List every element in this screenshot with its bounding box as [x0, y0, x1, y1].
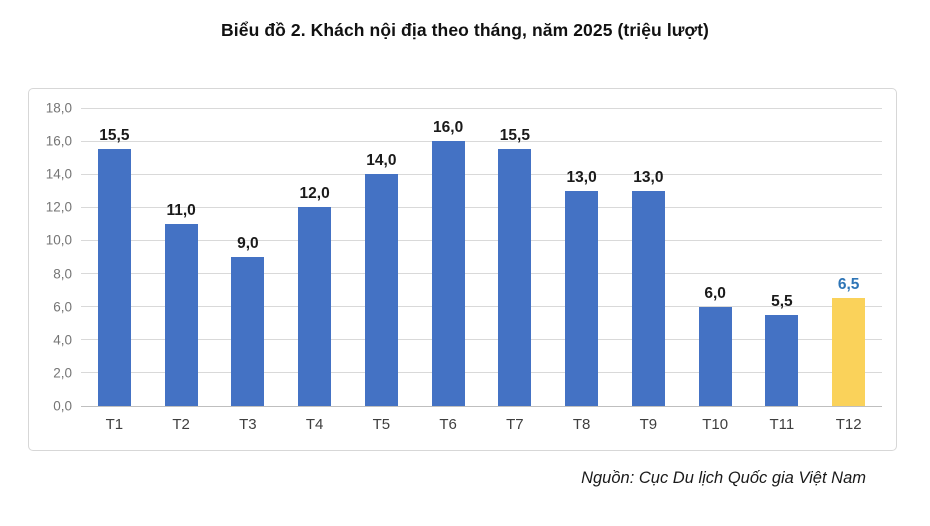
bar [565, 190, 599, 406]
bar-slot: 5,5 [749, 108, 816, 406]
gridline [81, 306, 882, 308]
bar [832, 298, 866, 406]
gridline [81, 140, 882, 142]
bars-layer: 15,5 11,0 9,0 12,0 14,0 16,0 15,5 13,0 13,0 6,0 5,… [81, 108, 882, 406]
chart-title: Biểu đồ 2. Khách nội địa theo tháng, năm… [221, 20, 709, 40]
bar [97, 149, 131, 406]
x-tick-label: T11 [769, 416, 795, 433]
bar-slot: 13,0 [615, 108, 682, 406]
x-axis-labels: T1 T2 T3 T4 T5 T6 T7 T8 T9 T10 T11 T12 [81, 416, 882, 433]
bar-value-label: 16,0 [433, 119, 464, 137]
bar-slot: 9,0 [215, 108, 282, 406]
x-tick-label: T1 [105, 416, 124, 433]
bar [698, 306, 732, 406]
x-tick-label: T5 [372, 416, 391, 433]
bar-value-label: 11,0 [166, 201, 196, 219]
bar-slot: 15,5 [81, 108, 148, 406]
bar-slot: 11,0 [148, 108, 215, 406]
x-axis-line [81, 405, 882, 407]
bar [231, 257, 265, 406]
x-tick-label: T8 [572, 416, 591, 433]
y-tick-label: 8,0 [53, 266, 72, 282]
bar-slot: 6,0 [682, 108, 749, 406]
bar-value-label: 5,5 [771, 292, 793, 310]
bar-value-label: 13,0 [566, 168, 597, 186]
y-tick-label: 6,0 [53, 299, 72, 315]
bar [364, 174, 398, 406]
x-tick-label: T7 [506, 416, 524, 433]
bar-slot: 6,5 [815, 108, 882, 406]
plot-area: 18,0 16,0 14,0 12,0 10,0 8,0 6,0 4,0 2,0 0,0 15,5… [46, 101, 882, 414]
y-tick-label: 18,0 [45, 100, 72, 116]
y-tick-label: 0,0 [53, 398, 72, 414]
gridline [81, 239, 882, 241]
bar-slot: 12,0 [281, 108, 348, 406]
bar [498, 149, 532, 406]
gridline [81, 372, 882, 374]
bar [431, 141, 465, 406]
source-note: Nguồn: Cục Du lịch Quốc gia Việt Nam [581, 469, 866, 487]
bar [765, 314, 799, 406]
bar-value-label: 13,0 [633, 168, 664, 186]
bar-value-label: 15,5 [499, 127, 530, 145]
bar-value-label: 15,5 [99, 127, 130, 145]
bar-slot: 13,0 [548, 108, 615, 406]
y-tick-label: 14,0 [45, 166, 72, 182]
x-tick-label: T6 [439, 416, 457, 433]
bar-slot: 16,0 [415, 108, 482, 406]
gridline [81, 273, 882, 275]
x-tick-label: T10 [702, 416, 729, 433]
gridline [81, 339, 882, 341]
x-tick-label: T3 [239, 416, 257, 433]
y-tick-label: 4,0 [53, 332, 72, 348]
bar [631, 190, 665, 406]
chart-box: 18,0 16,0 14,0 12,0 10,0 8,0 6,0 4,0 2,0 0,0 15,5… [28, 88, 897, 451]
x-tick-label: T4 [305, 416, 324, 433]
bar [164, 223, 198, 406]
gridline [81, 107, 882, 109]
bar-value-label: 6,5 [837, 276, 860, 294]
gridline [81, 206, 882, 208]
gridline [81, 173, 882, 175]
x-tick-label: T9 [639, 416, 658, 433]
y-tick-label: 10,0 [45, 232, 72, 248]
bar-value-label: 12,0 [299, 185, 330, 203]
y-tick-label: 2,0 [53, 365, 72, 381]
y-tick-label: 16,0 [45, 133, 72, 149]
y-tick-label: 12,0 [45, 199, 72, 215]
bar-value-label: 9,0 [237, 235, 259, 252]
bar-slot: 14,0 [348, 108, 415, 406]
bar-value-label: 6,0 [704, 284, 726, 302]
bar-value-label: 14,0 [366, 152, 397, 170]
bar [298, 207, 332, 406]
x-tick-label: T2 [172, 416, 190, 433]
bar-slot: 15,5 [482, 108, 549, 406]
x-tick-label: T12 [835, 416, 862, 433]
